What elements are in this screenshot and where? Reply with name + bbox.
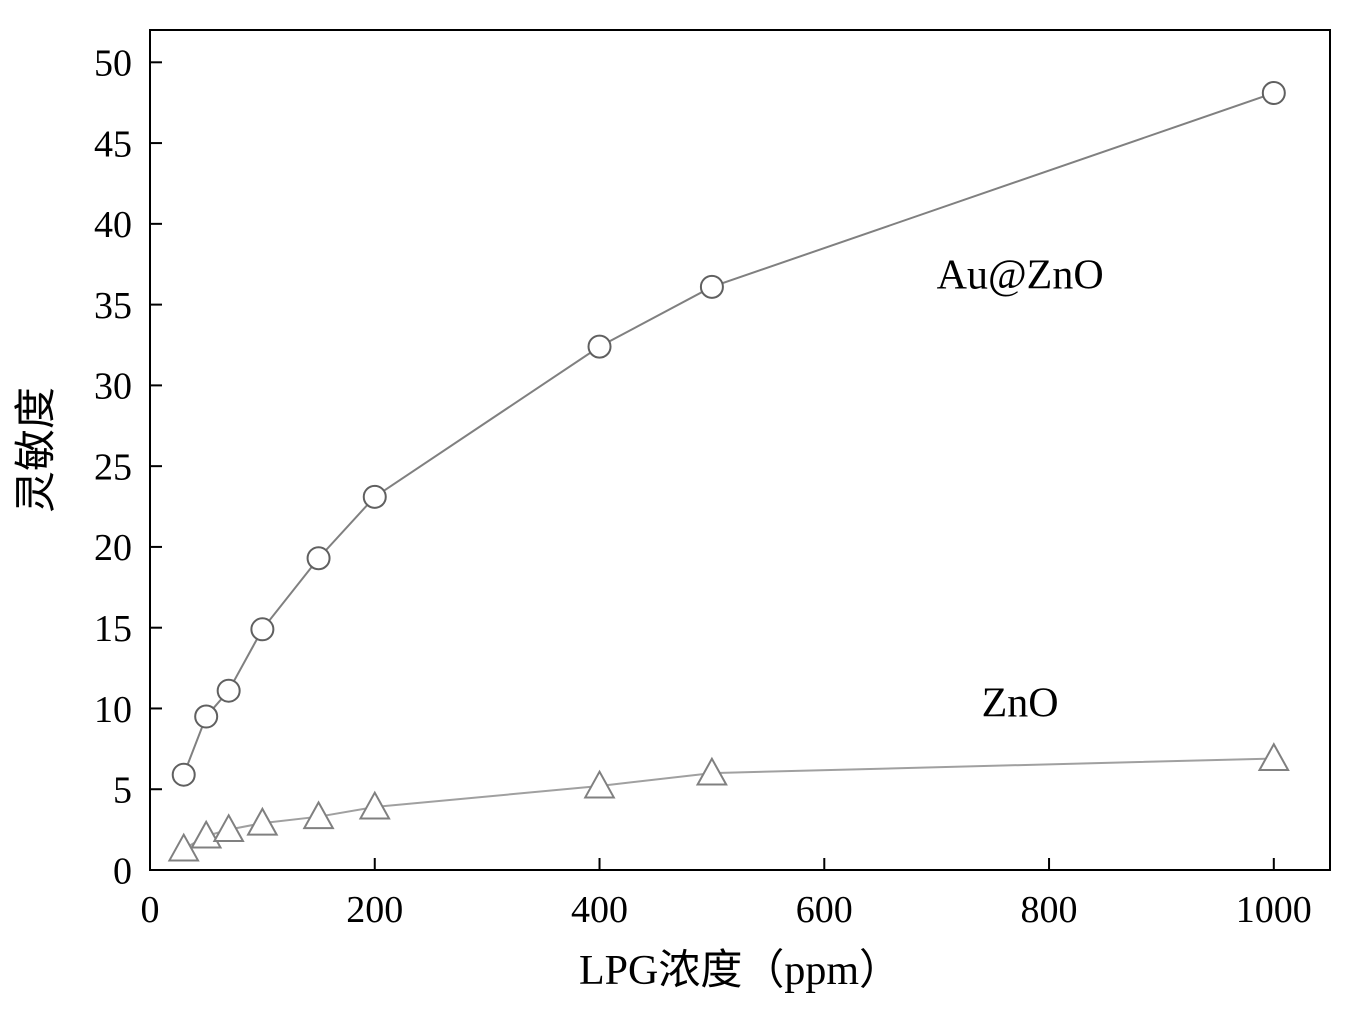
svg-text:0: 0 (141, 889, 160, 931)
svg-text:600: 600 (796, 889, 853, 931)
svg-text:20: 20 (94, 527, 132, 569)
svg-text:40: 40 (94, 204, 132, 246)
svg-text:15: 15 (94, 608, 132, 650)
y-axis-title: 灵敏度 (14, 387, 60, 513)
svg-text:200: 200 (346, 889, 403, 931)
svg-text:35: 35 (94, 285, 132, 327)
series-label-zno: ZnO (982, 681, 1059, 727)
svg-text:10: 10 (94, 689, 132, 731)
svg-text:50: 50 (94, 43, 132, 85)
x-axis-title: LPG浓度（ppm） (579, 948, 901, 994)
svg-text:400: 400 (571, 889, 628, 931)
svg-text:800: 800 (1021, 889, 1078, 931)
svg-text:0: 0 (113, 850, 132, 892)
svg-text:25: 25 (94, 446, 132, 488)
sensitivity-chart: 0 200 400 600 800 1000 0 5 10 15 20 25 30 35 40 45 50 LPG… (0, 0, 1356, 1022)
series-label-au-zno: Au@ZnO (937, 252, 1104, 298)
svg-text:45: 45 (94, 123, 132, 165)
svg-text:5: 5 (113, 770, 132, 812)
svg-text:1000: 1000 (1236, 889, 1312, 931)
svg-text:30: 30 (94, 366, 132, 408)
